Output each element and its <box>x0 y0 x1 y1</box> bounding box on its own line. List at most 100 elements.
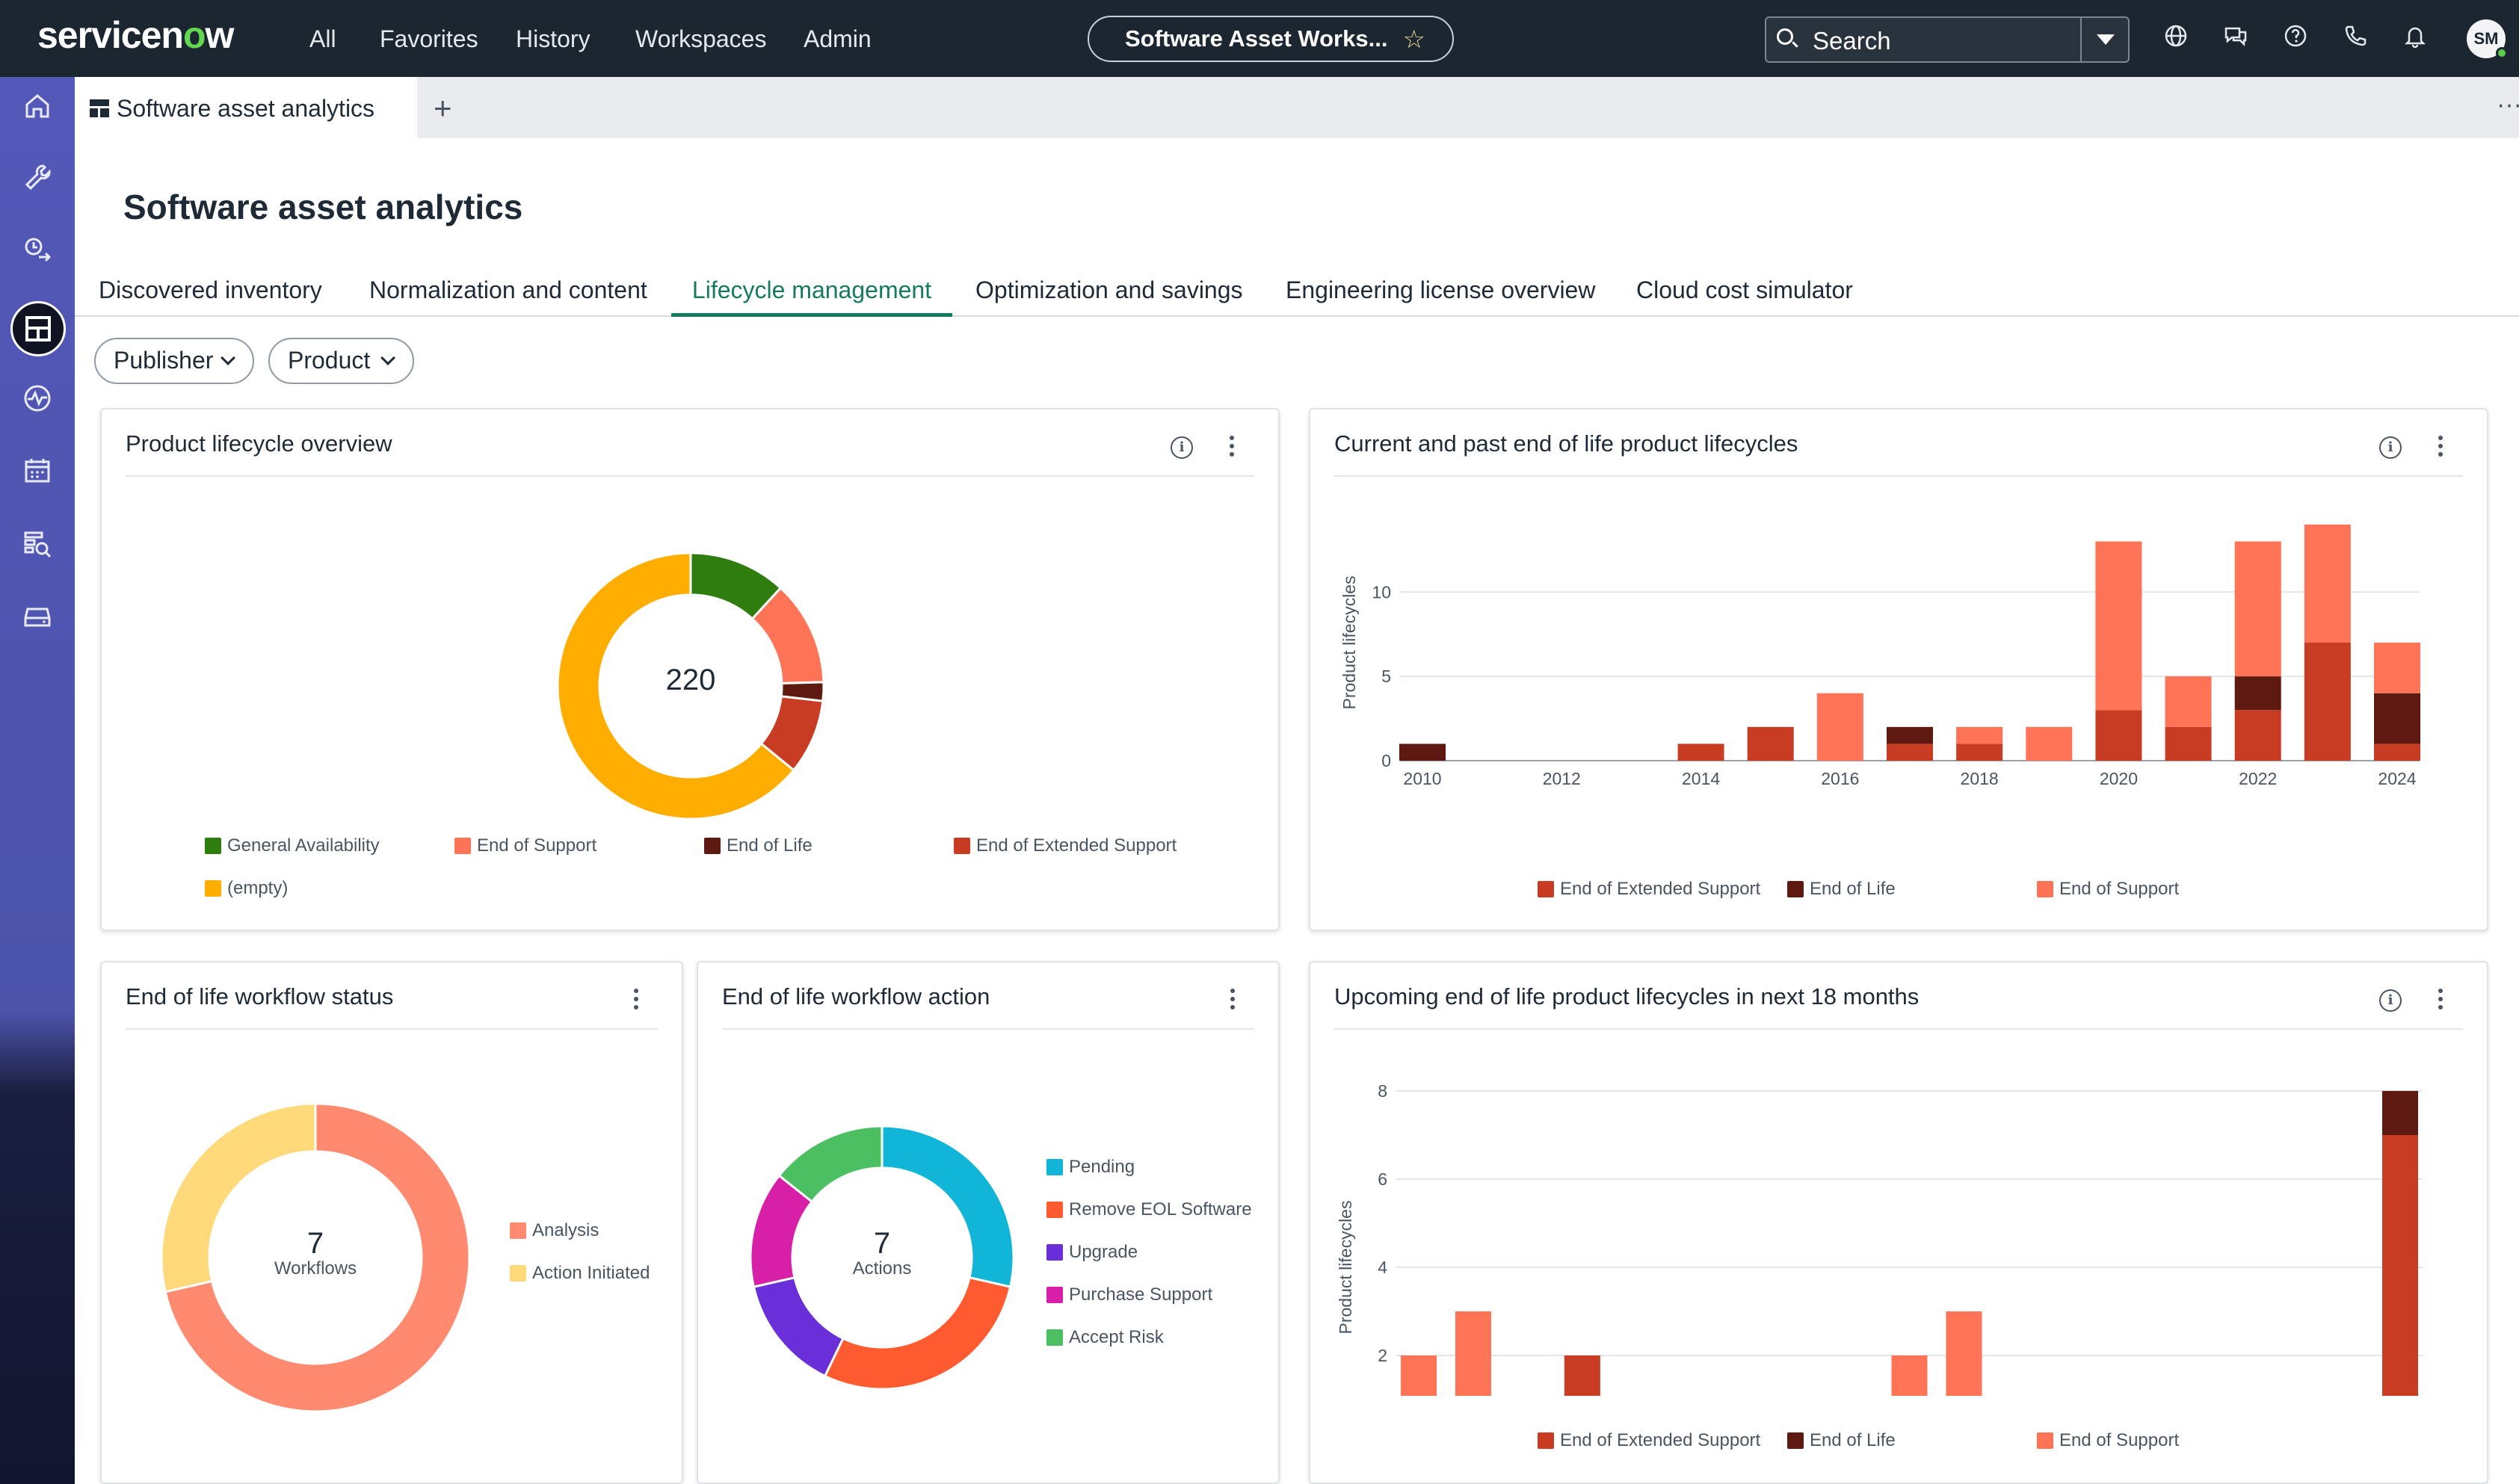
legend-end-of-support[interactable]: End of Support <box>2037 879 2179 900</box>
globe-icon[interactable] <box>2161 22 2191 52</box>
chat-icon[interactable] <box>2221 22 2251 52</box>
legend-end-of-support[interactable]: End of Support <box>454 835 596 856</box>
bar-end-of-extended-support-jul-2024[interactable] <box>1564 1355 1600 1396</box>
bar-end-of-support-apr-2024[interactable] <box>1401 1355 1437 1396</box>
bar-end-of-extended-support-2023[interactable] <box>2304 643 2351 761</box>
legend-end-of-life[interactable]: End of Life <box>1787 879 1896 900</box>
more-options-icon[interactable] <box>1225 986 1240 1013</box>
info-icon[interactable]: i <box>2379 989 2402 1012</box>
dashboard-icon[interactable] <box>10 301 66 356</box>
bar-end-of-extended-support-2020[interactable] <box>2095 710 2142 761</box>
tab-optimization[interactable]: Optimization and savings <box>975 276 1243 303</box>
bar-end-of-extended-support-2015[interactable] <box>1747 726 1794 761</box>
calendar-icon[interactable] <box>16 454 58 496</box>
legend-end-of-life[interactable]: End of Life <box>704 835 813 856</box>
legend-upgrade[interactable]: Upgrade <box>1046 1242 1138 1263</box>
legend-empty[interactable]: (empty) <box>205 878 288 899</box>
add-tab-button[interactable]: + <box>434 90 452 126</box>
bar-end-of-extended-support-2022[interactable] <box>2234 710 2281 761</box>
workspace-pill[interactable]: Software Asset Works... ☆ <box>1088 16 1454 62</box>
bar-end-of-support-2024[interactable] <box>2374 643 2420 693</box>
bell-icon[interactable] <box>2400 22 2430 52</box>
bar-end-of-extended-support-2018[interactable] <box>1956 743 2003 761</box>
bar-end-of-extended-support-oct-2025[interactable] <box>2382 1135 2418 1396</box>
donut-slice-action-initiated[interactable] <box>160 1102 317 1293</box>
bar-end-of-support-2016[interactable] <box>1816 693 1863 761</box>
avatar-initials: SM <box>2473 29 2499 48</box>
search-input[interactable]: Search <box>1813 27 1891 55</box>
bar-end-of-life-2017[interactable] <box>1887 726 1933 744</box>
bar-end-of-life-2010[interactable] <box>1399 743 1446 761</box>
donut-slice-pending[interactable] <box>881 1125 1015 1288</box>
bar-end-of-support-jan-2025[interactable] <box>1891 1355 1928 1396</box>
phone-icon[interactable] <box>2340 22 2370 52</box>
legend-action-initiated[interactable]: Action Initiated <box>510 1263 650 1284</box>
donut-slice-empty[interactable] <box>556 551 795 820</box>
bar-end-of-support-may-2024[interactable] <box>1455 1311 1491 1396</box>
chevron-down-icon[interactable] <box>2097 34 2115 45</box>
bar-end-of-support-2023[interactable] <box>2304 525 2351 643</box>
legend-end-of-life[interactable]: End of Life <box>1787 1430 1896 1451</box>
legend-pending[interactable]: Pending <box>1046 1157 1135 1178</box>
info-icon[interactable]: i <box>1171 436 1193 459</box>
nav-admin[interactable]: Admin <box>804 25 872 52</box>
legend-end-of-extended-support[interactable]: End of Extended Support <box>1538 1430 1760 1451</box>
storage-icon[interactable] <box>16 600 58 642</box>
legend-purchase-support[interactable]: Purchase Support <box>1046 1284 1212 1305</box>
donut-slice-accept-risk[interactable] <box>777 1125 884 1204</box>
legend-end-of-support[interactable]: End of Support <box>2037 1430 2179 1451</box>
bar-end-of-extended-support-2021[interactable] <box>2165 726 2212 761</box>
nav-history[interactable]: History <box>516 25 591 52</box>
donut-slice-analysis[interactable] <box>164 1102 471 1413</box>
nav-favorites[interactable]: Favorites <box>380 25 478 52</box>
legend-remove-eol-software[interactable]: Remove EOL Software <box>1046 1199 1252 1220</box>
tab-normalization[interactable]: Normalization and content <box>369 276 647 303</box>
help-icon[interactable] <box>2281 22 2310 52</box>
bar-end-of-support-2021[interactable] <box>2165 676 2212 727</box>
more-tabs-button[interactable]: ··· <box>2497 90 2519 119</box>
tab-software-asset-analytics[interactable]: Software asset analytics <box>75 77 417 138</box>
bar-end-of-support-2022[interactable] <box>2234 541 2281 677</box>
global-search[interactable]: Search <box>1765 16 2130 63</box>
publisher-filter[interactable]: Publisher <box>94 338 254 384</box>
donut-slice-upgrade[interactable] <box>752 1276 845 1378</box>
legend-general-availability[interactable]: General Availability <box>205 835 380 856</box>
tab-lifecycle-management[interactable]: Lifecycle management <box>671 276 952 317</box>
home-icon[interactable] <box>16 90 58 132</box>
legend-end-of-extended-support[interactable]: End of Extended Support <box>954 835 1177 856</box>
avatar[interactable]: SM <box>2467 19 2508 59</box>
inventory-search-icon[interactable] <box>16 528 58 569</box>
tab-cloud-cost-simulator[interactable]: Cloud cost simulator <box>1636 276 1853 303</box>
nav-workspaces[interactable]: Workspaces <box>635 25 767 52</box>
bar-end-of-support-2018[interactable] <box>1956 726 2003 744</box>
bar-end-of-support-2020[interactable] <box>2095 541 2142 711</box>
legend-swatch <box>1538 1432 1554 1449</box>
wrench-icon[interactable] <box>16 161 58 203</box>
bar-end-of-extended-support-2024[interactable] <box>2374 743 2420 761</box>
servicenow-logo[interactable]: servicenow <box>37 14 234 56</box>
history-arrow-icon[interactable] <box>16 234 58 276</box>
product-filter[interactable]: Product <box>268 338 414 384</box>
bar-end-of-life-2024[interactable] <box>2374 693 2420 744</box>
info-icon[interactable]: i <box>2379 436 2402 459</box>
star-icon[interactable]: ☆ <box>1402 25 1425 54</box>
more-options-icon[interactable] <box>2433 986 2448 1013</box>
tab-engineering-license[interactable]: Engineering license overview <box>1286 276 1596 303</box>
bar-end-of-life-oct-2025[interactable] <box>2382 1091 2418 1135</box>
legend-analysis[interactable]: Analysis <box>510 1220 599 1241</box>
bar-end-of-life-2022[interactable] <box>2234 676 2281 711</box>
bar-end-of-extended-support-2014[interactable] <box>1677 743 1724 761</box>
legend-swatch <box>1046 1202 1063 1218</box>
tab-discovered-inventory[interactable]: Discovered inventory <box>99 276 322 303</box>
bar-end-of-support-2019[interactable] <box>2026 726 2073 761</box>
more-options-icon[interactable] <box>1224 433 1239 460</box>
bar-end-of-support-feb-2025[interactable] <box>1946 1311 1982 1396</box>
more-options-icon[interactable] <box>2433 433 2448 460</box>
bar-end-of-extended-support-2017[interactable] <box>1887 743 1933 761</box>
activity-icon[interactable] <box>16 382 58 424</box>
more-options-icon[interactable] <box>629 986 644 1013</box>
legend-end-of-extended-support[interactable]: End of Extended Support <box>1538 879 1760 900</box>
legend-accept-risk[interactable]: Accept Risk <box>1046 1327 1164 1348</box>
donut-slice-remove-eol-software[interactable] <box>823 1276 1012 1391</box>
nav-all[interactable]: All <box>309 25 336 52</box>
